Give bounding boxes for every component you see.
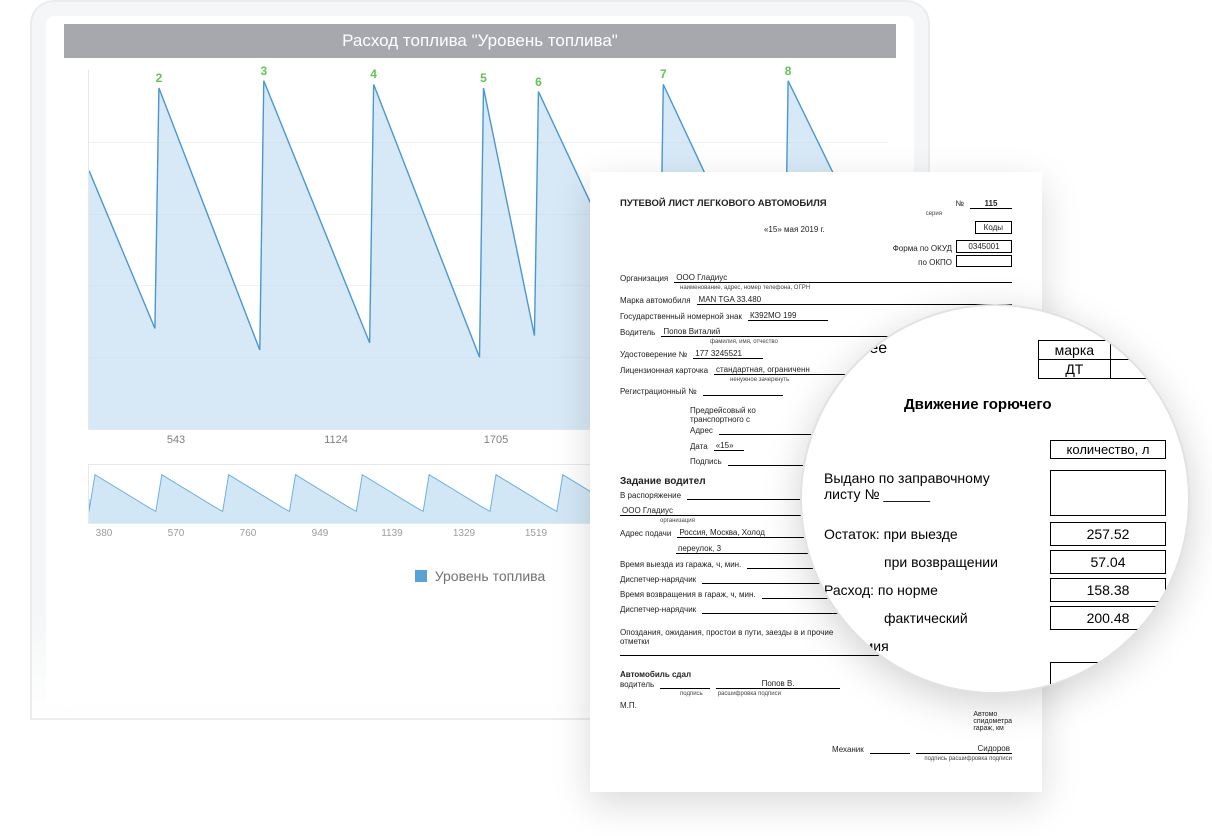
x-tick: 1124 — [324, 434, 348, 446]
overview-x-tick: 570 — [168, 528, 185, 539]
overview-x-tick: 1329 — [453, 528, 475, 539]
okud-code: 0345001 — [956, 240, 1012, 253]
fuel-rows: Выдано по заправочному листу № ______ Ост… — [824, 470, 1166, 688]
fuel-row-label: Расход: по норме — [824, 582, 938, 598]
overview-x-tick: 1139 — [381, 528, 403, 539]
fuel-row: Остаток: при выезде 257.52 — [824, 520, 1166, 548]
peak-label: 6 — [535, 75, 542, 89]
kody-label: Коды — [975, 221, 1012, 234]
peak-label: 5 — [480, 71, 487, 85]
fuel-row-value: 142.1 — [1050, 662, 1166, 686]
overview-x-tick: 949 — [312, 528, 329, 539]
fuel-row-value: 200.48 — [1050, 606, 1166, 630]
x-tick: 1705 — [484, 434, 508, 446]
fuel-brand-table: маркакод ДТ — [1038, 340, 1166, 379]
fuel-row: Экономия — [824, 632, 1166, 660]
fuel-row-value: 257.52 — [1050, 522, 1166, 546]
fuel-brand-value: ДТ — [1038, 360, 1110, 379]
legend-label: Уровень топлива — [435, 568, 546, 584]
fuel-header: Горючее маркакод ДТ — [824, 340, 1166, 358]
overview-x-tick: 1519 — [525, 528, 547, 539]
fuel-label: Горючее — [824, 340, 887, 358]
doc-number: 115 — [970, 199, 1012, 209]
x-tick: 543 — [167, 434, 185, 446]
fuel-row-label: ерерасход — [824, 666, 892, 682]
fuel-row-label: фактический — [824, 610, 968, 626]
peak-label: 3 — [260, 64, 267, 78]
fuel-row: Выдано по заправочному листу № ______ — [824, 470, 1166, 520]
legend-swatch — [415, 570, 427, 582]
fuel-row-label: Выдано по заправочному листу № ______ — [824, 470, 1024, 502]
overview-x-tick: 380 — [96, 528, 113, 539]
fuel-row-value — [1050, 634, 1166, 658]
org-value: ООО Гладиус — [674, 273, 1012, 283]
fuel-row-value — [1050, 470, 1166, 516]
fuel-row: Расход: по норме 158.38 — [824, 576, 1166, 604]
fuel-row-label: Экономия — [824, 638, 889, 654]
fuel-row-value: 158.38 — [1050, 578, 1166, 602]
fuel-row: фактический 200.48 — [824, 604, 1166, 632]
doc-title: ПУТЕВОЙ ЛИСТ ЛЕГКОВОГО АВТОМОБИЛЯ — [620, 198, 827, 209]
chart-title: Расход топлива "Уровень топлива" — [64, 24, 896, 58]
plate-value: К392МО 199 — [748, 311, 828, 321]
movement-title: Движение горючего — [904, 396, 1052, 413]
car-value: MAN TGA 33.480 — [697, 295, 1012, 305]
peak-label: 7 — [660, 68, 667, 82]
fuel-row: при возвращении 57.04 — [824, 548, 1166, 576]
qty-header: количество, л — [1050, 440, 1166, 459]
peak-label: 2 — [156, 71, 163, 85]
license-value: 177 3245521 — [693, 349, 763, 359]
fuel-row-label: при возвращении — [824, 554, 998, 570]
peak-label: 4 — [370, 68, 377, 82]
peak-label: 8 — [785, 64, 792, 78]
fuel-row-value: 57.04 — [1050, 550, 1166, 574]
fuel-row-label: Остаток: при выезде — [824, 526, 958, 542]
overview-x-tick: 760 — [240, 528, 257, 539]
doc-date: «15» мая 2019 г. — [764, 225, 825, 234]
magnifier-lens: Горючее маркакод ДТ Движение горючего ко… — [800, 304, 1190, 694]
fuel-row: ерерасход 142.1 — [824, 660, 1166, 688]
